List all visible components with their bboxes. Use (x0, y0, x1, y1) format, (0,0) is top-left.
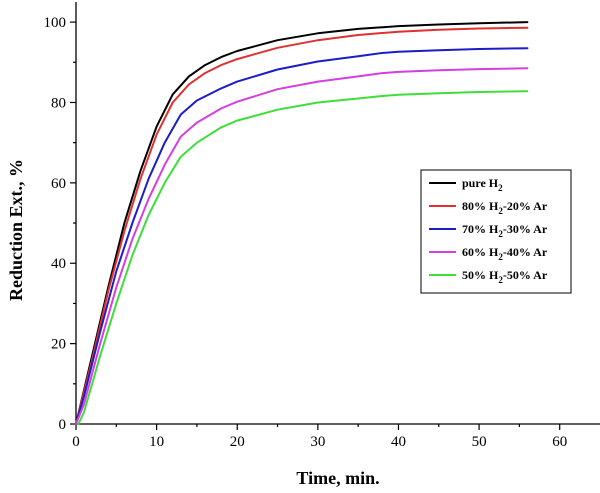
y-axis-title: Reduction Ext., % (6, 159, 26, 301)
y-tick-label: 100 (44, 15, 67, 31)
legend-label: 70% H2-30% Ar (462, 222, 548, 239)
series-lines (75, 21, 529, 425)
y-tick-label: 60 (51, 176, 66, 192)
x-tick-label: 20 (230, 434, 245, 450)
y-ticks: 0 20 40 60 80 100 (44, 15, 76, 433)
y-tick-label: 20 (51, 337, 66, 353)
y-tick-label: 80 (51, 95, 66, 111)
series-line-1 (75, 21, 529, 425)
x-ticks: 0 10 20 30 40 50 60 (72, 424, 567, 450)
x-tick-label: 10 (149, 434, 164, 450)
legend-label: pure H2 (462, 176, 503, 193)
legend-label: 60% H2-40% Ar (462, 245, 548, 262)
axes (75, 2, 600, 425)
legend-box (420, 169, 572, 294)
x-tick-label: 60 (552, 434, 567, 450)
x-tick-label: 30 (310, 434, 325, 450)
series-line-5 (77, 90, 529, 425)
series-line-4 (75, 67, 529, 425)
series-line-3 (75, 47, 529, 425)
legend-label: 80% H2-20% Ar (462, 199, 548, 216)
series-line-2 (75, 26, 529, 425)
legend: pure H2 80% H2-20% Ar 70% H2-30% Ar 60% H2-… (420, 169, 572, 294)
legend-label: 50% H2-50% Ar (462, 268, 548, 285)
x-tick-label: 0 (72, 434, 80, 450)
x-tick-label: 50 (472, 434, 487, 450)
x-tick-label: 40 (391, 434, 406, 450)
x-axis-title: Time, min. (296, 468, 379, 488)
y-tick-label: 0 (59, 417, 67, 433)
y-tick-label: 40 (51, 256, 66, 272)
